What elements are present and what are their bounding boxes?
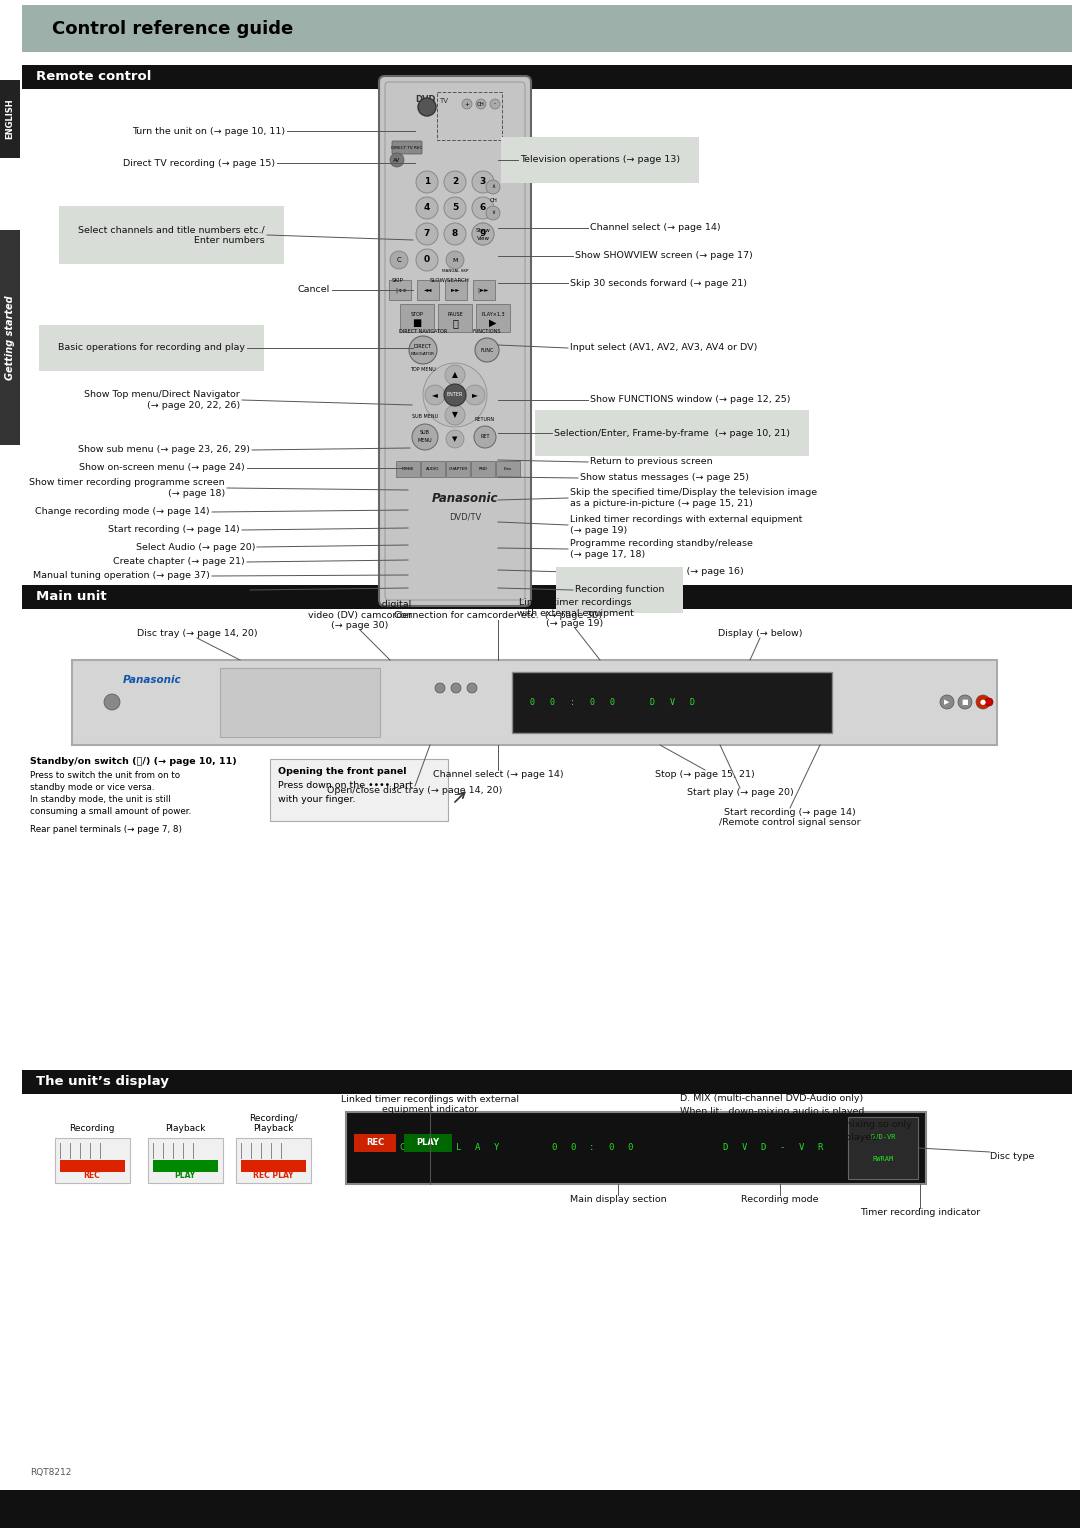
Text: Erase items (→ page 21): Erase items (→ page 21) bbox=[132, 585, 248, 594]
Text: REC: REC bbox=[83, 1170, 100, 1180]
Text: +: + bbox=[464, 101, 470, 107]
Text: Show sub menu (→ page 23, 26, 29): Show sub menu (→ page 23, 26, 29) bbox=[78, 446, 249, 454]
Text: 0: 0 bbox=[529, 698, 535, 707]
Text: Panasonic: Panasonic bbox=[432, 492, 498, 506]
Text: ▶: ▶ bbox=[944, 698, 949, 704]
Text: ⏸: ⏸ bbox=[453, 318, 458, 329]
Text: Programme recording standby/release
(→ page 17, 18): Programme recording standby/release (→ p… bbox=[570, 539, 753, 559]
Circle shape bbox=[416, 171, 438, 193]
Text: Skip 30 seconds forward (→ page 21): Skip 30 seconds forward (→ page 21) bbox=[570, 278, 747, 287]
Text: CHAPTER: CHAPTER bbox=[448, 468, 468, 471]
Bar bbox=[237, 1138, 311, 1183]
Text: A: A bbox=[475, 1143, 481, 1152]
Text: When off: the disc prevents down-mixing so only: When off: the disc prevents down-mixing … bbox=[680, 1120, 912, 1129]
Circle shape bbox=[467, 683, 477, 694]
Circle shape bbox=[426, 385, 445, 405]
Text: When lit:  down-mixing audio is played.: When lit: down-mixing audio is played. bbox=[680, 1106, 867, 1115]
Text: Show timer recording programme screen
(→ page 18): Show timer recording programme screen (→… bbox=[29, 478, 225, 498]
Circle shape bbox=[446, 251, 464, 269]
FancyBboxPatch shape bbox=[446, 461, 470, 477]
Circle shape bbox=[409, 336, 437, 364]
Text: Control reference guide: Control reference guide bbox=[52, 20, 294, 38]
Text: ∧: ∧ bbox=[491, 185, 495, 189]
Text: 5: 5 bbox=[451, 203, 458, 212]
Text: AV: AV bbox=[393, 157, 401, 162]
Text: The unit’s display: The unit’s display bbox=[36, 1076, 168, 1088]
Bar bbox=[404, 1134, 453, 1152]
Text: CH: CH bbox=[477, 101, 485, 107]
FancyBboxPatch shape bbox=[392, 141, 422, 154]
Circle shape bbox=[486, 180, 500, 194]
Bar bbox=[512, 672, 832, 733]
Circle shape bbox=[390, 153, 404, 167]
Text: Show: Show bbox=[475, 228, 490, 232]
Circle shape bbox=[416, 197, 438, 219]
Text: Start recording (→ page 14): Start recording (→ page 14) bbox=[108, 526, 240, 535]
Text: Display (→ below): Display (→ below) bbox=[718, 630, 802, 639]
Text: STOP: STOP bbox=[410, 312, 423, 316]
Text: Remote control: Remote control bbox=[36, 70, 151, 84]
FancyBboxPatch shape bbox=[438, 304, 472, 332]
Text: Disc type: Disc type bbox=[990, 1152, 1035, 1161]
Circle shape bbox=[444, 223, 465, 244]
Text: MENU: MENU bbox=[418, 439, 432, 443]
Text: 0: 0 bbox=[550, 698, 554, 707]
Bar bbox=[153, 1160, 218, 1172]
Text: Television operations (→ page 13): Television operations (→ page 13) bbox=[519, 156, 680, 165]
Text: Show on-screen menu (→ page 24): Show on-screen menu (→ page 24) bbox=[79, 463, 245, 472]
Text: Flex: Flex bbox=[503, 468, 512, 471]
Circle shape bbox=[423, 364, 487, 426]
Text: Connection for camcorder etc.  (→ page 30): Connection for camcorder etc. (→ page 30… bbox=[394, 611, 602, 620]
Circle shape bbox=[472, 223, 494, 244]
Text: Direct TV recording (→ page 15): Direct TV recording (→ page 15) bbox=[123, 159, 275, 168]
Circle shape bbox=[958, 695, 972, 709]
Bar bbox=[55, 1138, 130, 1183]
Text: PLAY: PLAY bbox=[175, 1170, 195, 1180]
Circle shape bbox=[416, 249, 438, 270]
Text: -: - bbox=[780, 1143, 785, 1152]
Text: D: D bbox=[649, 698, 654, 707]
Text: Start recording (→ page 14)
/Remote control signal sensor: Start recording (→ page 14) /Remote cont… bbox=[719, 808, 861, 827]
Text: ●: ● bbox=[980, 698, 986, 704]
Circle shape bbox=[985, 698, 993, 706]
Bar bbox=[72, 660, 997, 746]
Circle shape bbox=[462, 99, 472, 108]
Text: RQT8212: RQT8212 bbox=[30, 1468, 71, 1478]
FancyBboxPatch shape bbox=[400, 304, 434, 332]
Text: 1: 1 bbox=[423, 177, 430, 186]
Text: RND: RND bbox=[478, 468, 487, 471]
Text: Change recording mode (→ page 14): Change recording mode (→ page 14) bbox=[36, 507, 210, 516]
Text: Press down on the •••• part: Press down on the •••• part bbox=[278, 781, 413, 790]
Text: TOP MENU: TOP MENU bbox=[410, 367, 436, 371]
Circle shape bbox=[416, 223, 438, 244]
Text: Getting started: Getting started bbox=[5, 295, 15, 380]
Circle shape bbox=[486, 206, 500, 220]
Bar bbox=[241, 1160, 306, 1172]
Text: Start Flexible Recording (→ page 16): Start Flexible Recording (→ page 16) bbox=[570, 567, 744, 576]
Text: Playback: Playback bbox=[165, 1125, 205, 1132]
Text: Disc tray (→ page 14, 20): Disc tray (→ page 14, 20) bbox=[137, 630, 257, 639]
Circle shape bbox=[472, 171, 494, 193]
Text: ▲: ▲ bbox=[453, 370, 458, 379]
Text: D: D bbox=[723, 1143, 728, 1152]
Text: REC PLAY: REC PLAY bbox=[253, 1170, 294, 1180]
Text: Linked timer recordings with external
equipment indicator: Linked timer recordings with external eq… bbox=[341, 1096, 519, 1114]
Text: Timer recording indicator: Timer recording indicator bbox=[860, 1209, 981, 1216]
Bar bbox=[0, 1490, 1080, 1528]
Circle shape bbox=[435, 683, 445, 694]
Text: Create chapter (→ page 21): Create chapter (→ page 21) bbox=[113, 558, 245, 567]
Text: R: R bbox=[362, 1143, 367, 1152]
Text: Manual tuning operation (→ page 37): Manual tuning operation (→ page 37) bbox=[33, 571, 210, 581]
Text: ▶: ▶ bbox=[489, 318, 497, 329]
Bar bbox=[22, 585, 1072, 610]
Text: E: E bbox=[380, 1143, 386, 1152]
Text: the two front channels can be played.: the two front channels can be played. bbox=[700, 1132, 880, 1141]
Circle shape bbox=[476, 99, 486, 108]
Bar bbox=[22, 66, 1072, 89]
Text: ◄◄: ◄◄ bbox=[423, 287, 432, 292]
Circle shape bbox=[472, 223, 494, 244]
Circle shape bbox=[444, 384, 465, 406]
Text: Connection for digital
video (DV) camcorder
(→ page 30): Connection for digital video (DV) camcor… bbox=[308, 601, 413, 630]
Text: Select Audio (→ page 20): Select Audio (→ page 20) bbox=[135, 542, 255, 552]
Text: ■: ■ bbox=[413, 318, 421, 329]
